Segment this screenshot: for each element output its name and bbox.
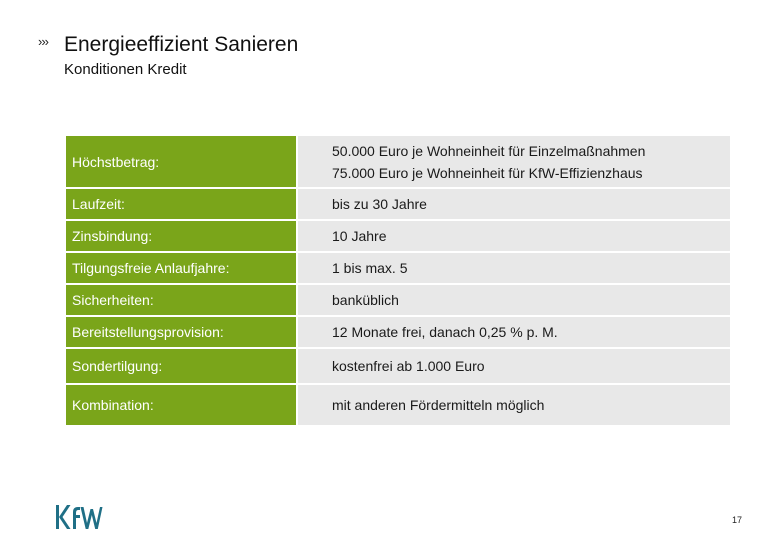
row-value: 50.000 Euro je Wohneinheit für Einzelmaß… xyxy=(298,136,730,187)
row-value-line: banküblich xyxy=(332,292,399,308)
table-row-sondertilgung: Sondertilgung: kostenfrei ab 1.000 Euro xyxy=(66,349,730,385)
row-value-line: kostenfrei ab 1.000 Euro xyxy=(332,358,485,374)
kfw-logo xyxy=(56,505,103,529)
row-value: banküblich xyxy=(298,285,730,315)
table-row-zinsbindung: Zinsbindung: 10 Jahre xyxy=(66,221,730,253)
row-value-line: 10 Jahre xyxy=(332,228,387,244)
row-label: Sondertilgung: xyxy=(66,349,298,383)
conditions-table: Höchstbetrag: 50.000 Euro je Wohneinheit… xyxy=(66,136,730,425)
row-label: Zinsbindung: xyxy=(66,221,298,251)
table-row-kombination: Kombination: mit anderen Fördermitteln m… xyxy=(66,385,730,425)
row-label: Höchstbetrag: xyxy=(66,136,298,187)
table-row-tilgungsfreie-anlaufjahre: Tilgungsfreie Anlaufjahre: 1 bis max. 5 xyxy=(66,253,730,285)
row-value-line: 1 bis max. 5 xyxy=(332,260,408,276)
row-value-line: mit anderen Fördermitteln möglich xyxy=(332,397,545,413)
row-value: bis zu 30 Jahre xyxy=(298,189,730,219)
row-label: Tilgungsfreie Anlaufjahre: xyxy=(66,253,298,283)
row-value: mit anderen Fördermitteln möglich xyxy=(298,385,730,425)
row-value: 1 bis max. 5 xyxy=(298,253,730,283)
page-title: Energieeffizient Sanieren xyxy=(64,33,299,56)
row-label: Laufzeit: xyxy=(66,189,298,219)
title-row: ››› Energieeffizient Sanieren xyxy=(38,33,298,57)
table-row-hoechstbetrag: Höchstbetrag: 50.000 Euro je Wohneinheit… xyxy=(66,136,730,189)
row-label: Bereitstellungsprovision: xyxy=(66,317,298,347)
row-label: Kombination: xyxy=(66,385,298,425)
table-row-bereitstellungsprovision: Bereitstellungsprovision: 12 Monate frei… xyxy=(66,317,730,349)
row-value-line: 75.000 Euro je Wohneinheit für KfW-Effiz… xyxy=(332,164,643,181)
table-row-sicherheiten: Sicherheiten: banküblich xyxy=(66,285,730,317)
row-value: 10 Jahre xyxy=(298,221,730,251)
page-subtitle: Konditionen Kredit xyxy=(64,61,187,78)
row-value-line: 50.000 Euro je Wohneinheit für Einzelmaß… xyxy=(332,142,646,159)
row-value: kostenfrei ab 1.000 Euro xyxy=(298,349,730,383)
row-value: 12 Monate frei, danach 0,25 % p. M. xyxy=(298,317,730,347)
row-label: Sicherheiten: xyxy=(66,285,298,315)
row-value-line: 12 Monate frei, danach 0,25 % p. M. xyxy=(332,324,558,340)
page-number: 17 xyxy=(731,515,742,525)
chevrons-icon: ››› xyxy=(38,34,49,49)
table-row-laufzeit: Laufzeit: bis zu 30 Jahre xyxy=(66,189,730,221)
row-value-line: bis zu 30 Jahre xyxy=(332,196,427,212)
